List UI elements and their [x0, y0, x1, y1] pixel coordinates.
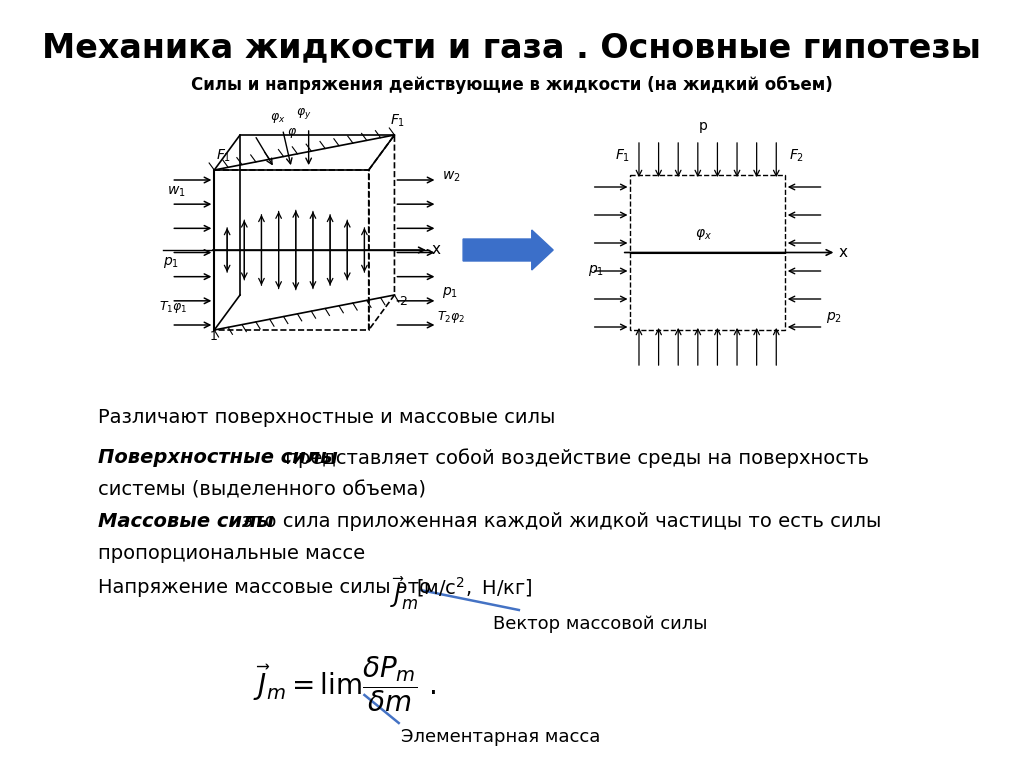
- Text: x: x: [839, 245, 848, 260]
- Text: $\varphi_y$: $\varphi_y$: [296, 106, 311, 121]
- Text: p: p: [699, 119, 708, 133]
- Text: Различают поверхностные и массовые силы: Различают поверхностные и массовые силы: [98, 408, 556, 427]
- Text: 1: 1: [210, 330, 218, 343]
- Text: 2: 2: [398, 295, 407, 308]
- Text: это сила приложенная каждой жидкой частицы то есть силы: это сила приложенная каждой жидкой части…: [236, 512, 881, 531]
- FancyArrow shape: [463, 230, 553, 270]
- Text: $F_1$: $F_1$: [216, 148, 231, 164]
- Text: $p_2$: $p_2$: [826, 310, 842, 325]
- Text: $p_1$: $p_1$: [588, 262, 603, 278]
- Text: системы (выделенного объема): системы (выделенного объема): [98, 480, 426, 499]
- Text: $F_2$: $F_2$: [790, 148, 804, 164]
- Text: $\varphi$: $\varphi$: [287, 126, 297, 140]
- Text: Механика жидкости и газа . Основные гипотезы: Механика жидкости и газа . Основные гипо…: [43, 31, 981, 64]
- Text: $\vec{J}^{\,}_{m}$: $\vec{J}^{\,}_{m}$: [390, 575, 418, 612]
- Text: представляет собой воздействие среды на поверхность: представляет собой воздействие среды на …: [279, 448, 868, 468]
- Text: $\varphi_x$: $\varphi_x$: [270, 111, 286, 125]
- Text: Поверхностные силы: Поверхностные силы: [98, 448, 338, 467]
- Text: Элементарная масса: Элементарная масса: [401, 728, 601, 746]
- Text: Массовые силы: Массовые силы: [98, 512, 274, 531]
- Text: $[\text{м/с}^2,\ \text{H/кг}]$: $[\text{м/с}^2,\ \text{H/кг}]$: [416, 575, 532, 599]
- Text: $T_1\varphi_1$: $T_1\varphi_1$: [159, 299, 187, 315]
- Text: $F_1$: $F_1$: [390, 113, 406, 130]
- Text: $T_2\varphi_2$: $T_2\varphi_2$: [437, 309, 466, 325]
- Text: Напряжение массовые силы это: Напряжение массовые силы это: [98, 578, 431, 597]
- Text: $p_1$: $p_1$: [163, 255, 179, 270]
- Text: $\varphi_x$: $\varphi_x$: [694, 228, 712, 242]
- Text: пропорциональные массе: пропорциональные массе: [98, 544, 366, 563]
- Text: $w_2$: $w_2$: [441, 170, 460, 184]
- Text: $F_1$: $F_1$: [615, 148, 630, 164]
- Text: Силы и напряжения действующие в жидкости (на жидкий объем): Силы и напряжения действующие в жидкости…: [191, 76, 833, 94]
- Text: $w_1$: $w_1$: [167, 185, 185, 199]
- Text: x: x: [431, 242, 440, 258]
- Text: Вектор массовой силы: Вектор массовой силы: [494, 615, 708, 633]
- Text: $p_1$: $p_1$: [441, 285, 458, 300]
- Text: $\vec{J}_{m} = \lim\dfrac{\delta P_m}{\delta m}\ .$: $\vec{J}_{m} = \lim\dfrac{\delta P_m}{\d…: [253, 655, 436, 715]
